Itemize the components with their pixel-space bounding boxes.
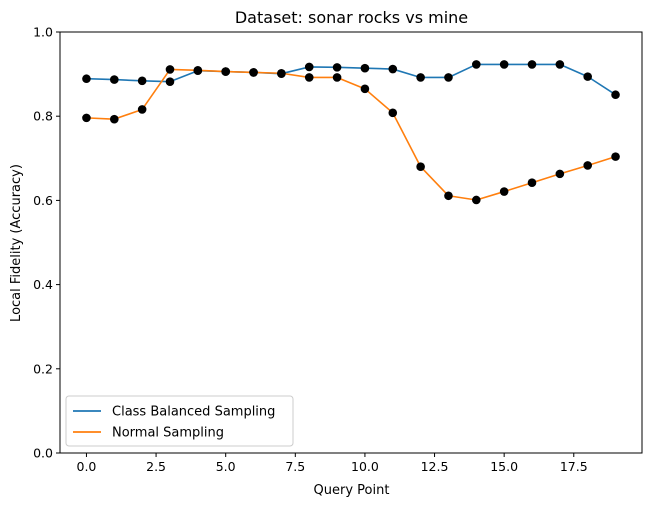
data-point-series-1 bbox=[416, 73, 425, 82]
data-point-series-1 bbox=[527, 60, 537, 69]
y-axis: 0.0 0.2 0.4 0.6 0.8 1.0 bbox=[33, 25, 60, 461]
series-line-2 bbox=[86, 68, 616, 201]
data-point-series-2 bbox=[332, 73, 342, 82]
x-tick-label: 2.5 bbox=[146, 459, 166, 474]
data-point-series-1 bbox=[611, 90, 620, 100]
data-point-series-2 bbox=[499, 187, 509, 196]
data-point-series-1 bbox=[332, 63, 342, 72]
data-point-series-2 bbox=[165, 65, 175, 74]
data-point-series-1 bbox=[388, 64, 398, 74]
y-tick-label: 0.8 bbox=[33, 109, 53, 124]
data-point-series-2 bbox=[611, 152, 620, 161]
x-tick-label: 15.0 bbox=[490, 459, 518, 474]
data-point-series-1 bbox=[472, 60, 481, 69]
data-point-series-2 bbox=[137, 105, 147, 114]
x-axis: 0.0 2.5 5.0 7.5 10.0 12.5 15.0 17.5 bbox=[77, 453, 588, 474]
data-point-series-2 bbox=[221, 67, 230, 76]
x-tick-label: 0.0 bbox=[77, 459, 97, 474]
y-axis-label: Local Fidelity (Accuracy) bbox=[9, 164, 24, 322]
x-tick-label: 10.0 bbox=[351, 459, 379, 474]
data-point-series-2 bbox=[193, 66, 203, 75]
legend-label: Class Balanced Sampling bbox=[112, 405, 275, 420]
marker-layer bbox=[82, 60, 620, 205]
data-point-series-1 bbox=[444, 73, 453, 82]
data-point-series-2 bbox=[360, 84, 370, 94]
x-tick-label: 12.5 bbox=[421, 459, 449, 474]
data-point-series-2 bbox=[583, 161, 592, 170]
data-point-series-1 bbox=[360, 63, 370, 73]
legend-label: Normal Sampling bbox=[112, 426, 224, 441]
data-point-series-1 bbox=[165, 77, 175, 86]
data-point-series-2 bbox=[416, 162, 425, 172]
series-layer bbox=[86, 63, 616, 201]
y-tick-label: 0.2 bbox=[33, 361, 53, 376]
data-point-series-1 bbox=[583, 72, 592, 81]
data-point-series-1 bbox=[304, 62, 314, 72]
data-point-series-2 bbox=[472, 195, 481, 205]
data-point-series-1 bbox=[137, 76, 147, 86]
data-point-series-1 bbox=[555, 60, 565, 69]
data-point-series-2 bbox=[555, 169, 565, 179]
data-point-series-2 bbox=[527, 178, 537, 188]
y-tick-label: 0.0 bbox=[33, 446, 53, 461]
data-point-series-2 bbox=[82, 113, 91, 123]
y-tick-label: 0.6 bbox=[33, 193, 53, 208]
x-axis-label: Query Point bbox=[314, 483, 390, 498]
chart-title: Dataset: sonar rocks vs mine bbox=[235, 8, 468, 27]
data-point-series-2 bbox=[110, 114, 119, 124]
x-tick-label: 5.0 bbox=[216, 459, 236, 474]
y-tick-label: 1.0 bbox=[33, 25, 53, 40]
data-point-series-2 bbox=[304, 73, 314, 82]
x-tick-label: 17.5 bbox=[560, 459, 588, 474]
data-point-series-2 bbox=[249, 68, 258, 77]
data-point-series-2 bbox=[444, 191, 453, 201]
data-point-series-1 bbox=[110, 75, 119, 84]
data-point-series-2 bbox=[277, 68, 286, 78]
data-point-series-2 bbox=[388, 108, 398, 118]
x-tick-label: 7.5 bbox=[285, 459, 305, 474]
y-tick-label: 0.4 bbox=[33, 277, 53, 292]
plot-area-frame bbox=[59, 31, 643, 454]
data-point-series-1 bbox=[82, 74, 91, 84]
legend-box bbox=[65, 395, 294, 447]
data-point-series-1 bbox=[499, 60, 509, 69]
legend: Class Balanced Sampling Normal Sampling bbox=[65, 395, 294, 447]
series-line-1 bbox=[86, 63, 616, 96]
